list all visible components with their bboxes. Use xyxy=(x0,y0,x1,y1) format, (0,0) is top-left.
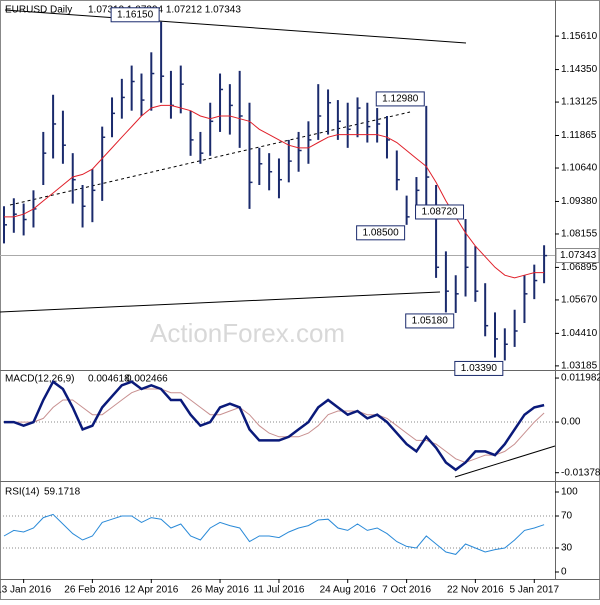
y-tick-label: 0 xyxy=(561,567,567,578)
x-tick-label: 22 Nov 2016 xyxy=(447,585,504,596)
indicator-line xyxy=(3,513,545,555)
x-tick-label: 11 Jul 2016 xyxy=(253,585,304,596)
y-tick-label: 1.09380 xyxy=(561,196,598,207)
y-tick-label: 1.15610 xyxy=(561,31,598,42)
rsi-value: 59.1718 xyxy=(44,487,81,498)
y-tick-label: 1.08155 xyxy=(561,229,598,240)
x-tick-label: 26 May 2016 xyxy=(191,585,249,596)
y-tick-label: 0.00 xyxy=(561,417,581,428)
y-tick-label: 1.05670 xyxy=(561,295,598,306)
y-tick-label: 1.04410 xyxy=(561,328,598,339)
y-tick-label: 1.03185 xyxy=(561,361,598,372)
x-tick-label: 12 Apr 2016 xyxy=(124,585,178,596)
rsi-title: RSI(14) xyxy=(5,487,39,498)
price-label: 1.08500 xyxy=(363,227,400,238)
y-tick-label: 1.13125 xyxy=(561,97,598,108)
x-tick-label: 5 Jan 2017 xyxy=(510,585,560,596)
price-label-box xyxy=(454,360,504,376)
price-label-box xyxy=(415,204,465,220)
macd-value: 0.004618 xyxy=(88,374,130,385)
last-price-label: 1.07343 xyxy=(560,250,597,261)
price-label-box xyxy=(356,225,406,241)
price-label: 1.08720 xyxy=(421,207,458,218)
y-tick-label: 1.10640 xyxy=(561,163,598,174)
y-tick-label: 100 xyxy=(561,487,578,498)
y-tick-label: 30 xyxy=(561,543,573,554)
y-tick-label: 1.11865 xyxy=(561,130,597,141)
indicator-line xyxy=(4,379,545,472)
price-label-box xyxy=(405,313,455,329)
y-tick-label: 1.14350 xyxy=(561,64,598,75)
y-tick-label: 70 xyxy=(561,511,573,522)
price-label-box xyxy=(375,91,425,107)
chart-title: EURUSD Daily xyxy=(5,5,72,16)
y-tick-label: 0.011982 xyxy=(561,373,600,384)
y-tick-label: 1.06895 xyxy=(561,262,598,273)
x-tick-label: 7 Oct 2016 xyxy=(382,585,431,596)
price-label: 1.03390 xyxy=(461,363,498,374)
x-tick-label: 24 Aug 2016 xyxy=(320,585,377,596)
price-label: 1.16150 xyxy=(117,9,154,20)
trendline xyxy=(9,111,411,206)
macd-title: MACD(12,26,9) xyxy=(5,374,74,385)
watermark: ActionForex.com xyxy=(150,318,345,348)
price-label-box xyxy=(110,7,160,23)
price-label: 1.12980 xyxy=(382,94,419,105)
x-tick-label: 26 Feb 2016 xyxy=(64,585,121,596)
trendline xyxy=(0,291,441,313)
last-price-box xyxy=(555,248,600,264)
price-label: 1.05180 xyxy=(412,316,449,327)
x-tick-label: 13 Jan 2016 xyxy=(0,585,52,596)
trendline xyxy=(4,9,467,44)
ohlc-header: 1.07319 1.07394 1.07212 1.07343 xyxy=(88,5,241,16)
trendline xyxy=(454,445,556,478)
indicator-line xyxy=(4,388,545,464)
signal-value: 0.002466 xyxy=(126,374,168,385)
y-tick-label: -0.013788 xyxy=(561,467,600,478)
